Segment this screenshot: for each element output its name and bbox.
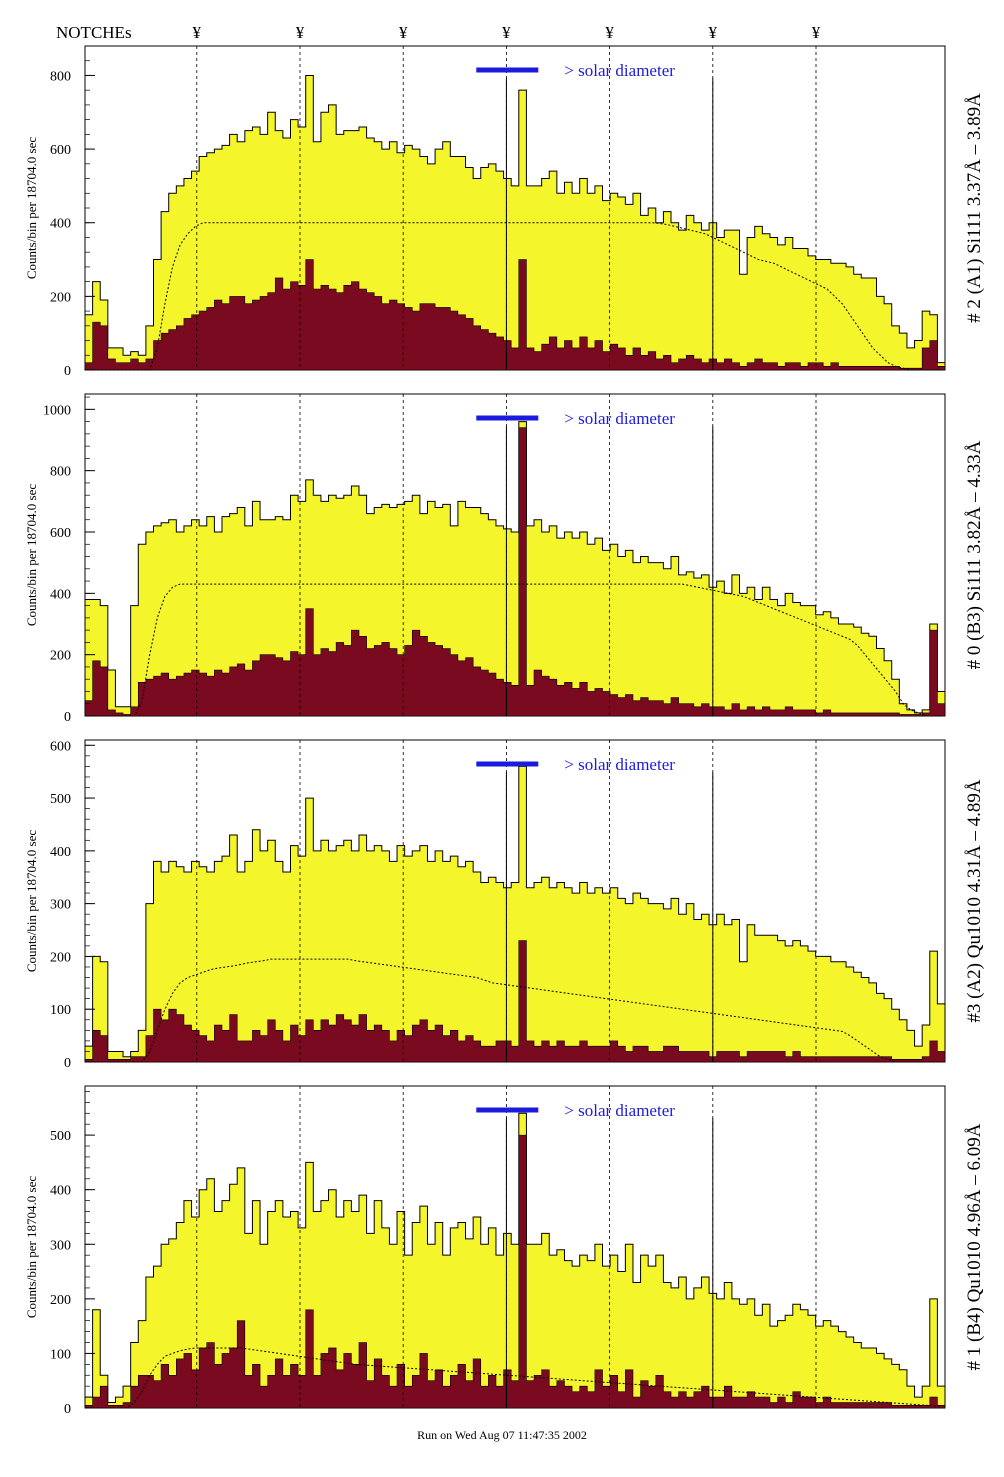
chart-panel-3: 0 100 200 300 400 500 600 Counts/bin per 18704.… bbox=[24, 739, 985, 1071]
y-tick-label: 100 bbox=[50, 1347, 71, 1362]
y-tick-label: 800 bbox=[50, 69, 71, 84]
model-curve bbox=[88, 958, 942, 1063]
notch-marker-1: ¥ bbox=[193, 23, 202, 42]
solar-diameter-label: > solar diameter bbox=[564, 1101, 675, 1120]
y-tick-label: 200 bbox=[50, 1293, 71, 1308]
y-tick-label: 0 bbox=[64, 364, 71, 379]
model-curve bbox=[88, 1347, 942, 1409]
chart-panel-1: 0 200 400 600 800 Counts/bin per 18704.0 sec #… bbox=[24, 45, 985, 379]
panel-title: # 2 (A1) Si111 3.37Å – 3.89Å bbox=[964, 93, 985, 323]
y-tick-label: 0 bbox=[64, 1402, 71, 1417]
y-axis-label: Counts/bin per 18704.0 sec bbox=[24, 830, 39, 972]
y-tick-label: 500 bbox=[50, 792, 71, 807]
low-counts-histogram bbox=[84, 940, 946, 1063]
y-tick-label: 0 bbox=[64, 710, 71, 725]
model-curve bbox=[88, 583, 942, 717]
y-tick-label: 100 bbox=[50, 1003, 71, 1018]
notch-marker-2: ¥ bbox=[296, 23, 305, 42]
low-counts-histogram bbox=[84, 1134, 946, 1409]
chart-panels: 0 200 400 600 800 Counts/bin per 18704.0 sec #… bbox=[24, 45, 985, 1417]
y-tick-label: 400 bbox=[50, 587, 71, 602]
y-tick-label: 300 bbox=[50, 1238, 71, 1253]
notch-markers: ¥ ¥ ¥ ¥ ¥ ¥ ¥ bbox=[193, 23, 821, 42]
y-tick-label: 600 bbox=[50, 143, 71, 158]
notch-marker-7: ¥ bbox=[812, 23, 821, 42]
y-tick-label: 200 bbox=[50, 950, 71, 965]
y-tick-label: 0 bbox=[64, 1056, 71, 1071]
panel-title: # 0 (B3) Si111 3.82Å – 4.33Å bbox=[964, 440, 985, 669]
y-tick-label: 500 bbox=[50, 1129, 71, 1144]
y-tick-label: 200 bbox=[50, 649, 71, 664]
chart-panel-2: 0 200 400 600 800 1000 Counts/bin per 18704.0 … bbox=[24, 393, 985, 725]
chart-panel-4: 0 100 200 300 400 500 Counts/bin per 18704.0 s… bbox=[24, 1085, 985, 1417]
y-tick-label: 300 bbox=[50, 898, 71, 913]
notch-marker-4: ¥ bbox=[502, 23, 511, 42]
run-footer: Run on Wed Aug 07 11:47:35 2002 bbox=[417, 1428, 587, 1442]
notches-label: NOTCHEs bbox=[56, 23, 132, 42]
solar-diameter-label: > solar diameter bbox=[564, 409, 675, 428]
y-axis-label: Counts/bin per 18704.0 sec bbox=[24, 1176, 39, 1318]
solar-diameter-label: > solar diameter bbox=[564, 61, 675, 80]
y-axis-label: Counts/bin per 18704.0 sec bbox=[24, 484, 39, 626]
y-tick-label: 400 bbox=[50, 845, 71, 860]
notch-marker-3: ¥ bbox=[399, 23, 408, 42]
y-tick-label: 400 bbox=[50, 1184, 71, 1199]
panel-title: #3 (A2) Qu1010 4.31Å – 4.89Å bbox=[964, 779, 985, 1023]
y-tick-label: 800 bbox=[50, 465, 71, 480]
low-counts-histogram bbox=[84, 427, 946, 717]
notch-marker-6: ¥ bbox=[709, 23, 718, 42]
solar-diameter-label: > solar diameter bbox=[564, 755, 675, 774]
y-tick-label: 1000 bbox=[43, 403, 71, 418]
y-tick-label: 600 bbox=[50, 739, 71, 754]
y-tick-label: 200 bbox=[50, 290, 71, 305]
notch-marker-5: ¥ bbox=[605, 23, 614, 42]
y-tick-label: 600 bbox=[50, 526, 71, 541]
y-tick-label: 400 bbox=[50, 217, 71, 232]
model-curve bbox=[88, 222, 942, 371]
y-axis-label: Counts/bin per 18704.0 sec bbox=[24, 137, 39, 279]
panel-title: # 1 (B4) Qu1010 4.96Å – 6.09Å bbox=[964, 1123, 985, 1370]
